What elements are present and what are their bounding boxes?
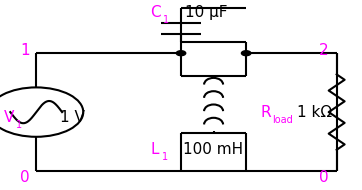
Text: 1 V: 1 V bbox=[60, 110, 85, 125]
Text: 1: 1 bbox=[16, 120, 22, 130]
Text: 10 μF: 10 μF bbox=[185, 5, 227, 20]
Text: 1: 1 bbox=[20, 43, 30, 58]
Circle shape bbox=[241, 51, 251, 56]
Text: 2: 2 bbox=[319, 43, 328, 58]
Text: 1: 1 bbox=[162, 152, 168, 162]
Text: 0: 0 bbox=[319, 170, 328, 185]
Text: 1 kΩ: 1 kΩ bbox=[297, 105, 332, 120]
Text: V: V bbox=[4, 110, 14, 125]
Text: C: C bbox=[150, 5, 161, 20]
Text: 1: 1 bbox=[163, 15, 169, 25]
Circle shape bbox=[176, 51, 186, 56]
Text: R: R bbox=[261, 105, 271, 120]
Text: L: L bbox=[150, 142, 159, 157]
Text: 0: 0 bbox=[20, 170, 30, 185]
Text: load: load bbox=[272, 115, 293, 125]
Text: 100 mH: 100 mH bbox=[183, 142, 243, 157]
